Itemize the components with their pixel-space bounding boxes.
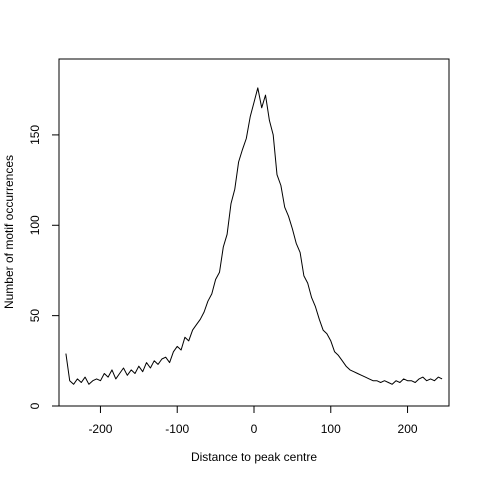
x-tick-label: 0 (251, 422, 258, 436)
y-axis: 0 50 100 150 (28, 125, 60, 409)
y-tick-label: 100 (28, 215, 42, 235)
series-line-0 (65, 87, 443, 385)
x-axis: -200 -100 0 100 200 (88, 405, 418, 436)
y-tick-label: 150 (28, 125, 42, 145)
x-tick-label: -100 (165, 422, 189, 436)
x-axis-label: Distance to peak centre (191, 450, 317, 464)
x-tick-label: 100 (321, 422, 341, 436)
y-axis-label: Number of motif occurrences (2, 155, 16, 309)
plot-area (65, 87, 443, 385)
x-tick-label: 200 (398, 422, 418, 436)
y-tick-label: 50 (28, 309, 42, 323)
x-tick-label: -200 (88, 422, 112, 436)
y-tick-label: 0 (28, 402, 42, 409)
